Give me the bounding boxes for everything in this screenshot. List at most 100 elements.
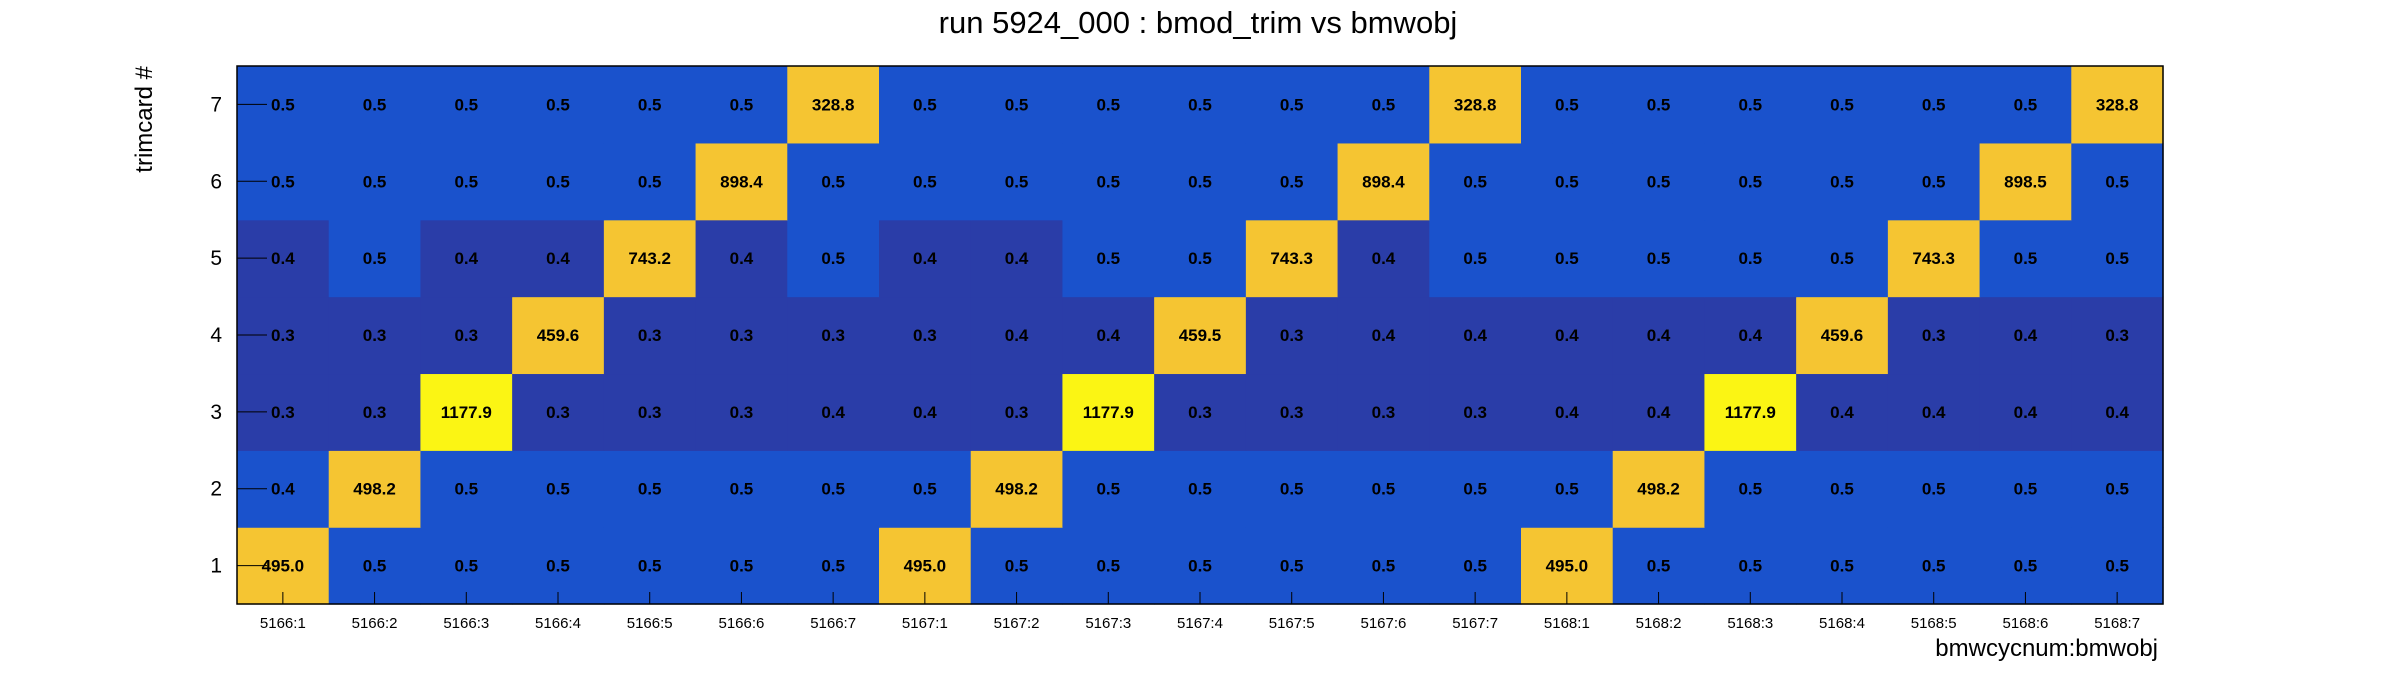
cell-value-label: 0.4 [1647, 403, 1671, 422]
heatmap-cell [1887, 296, 1981, 375]
cell-value-label: 0.5 [454, 480, 478, 499]
heatmap-cell [1521, 450, 1614, 528]
cell-value-label: 0.5 [1647, 557, 1671, 576]
cell-value-label: 459.6 [1821, 326, 1864, 345]
heatmap-cell [328, 450, 422, 528]
heatmap-cells [237, 66, 2164, 605]
cell-value-label: 459.5 [1179, 326, 1222, 345]
cell-value-label: 0.3 [913, 326, 937, 345]
cell-value-labels: 495.0 0.5 0.5 0.5 0.5 0.5 0.5 495.0 0.5 0.5 0.5 0.5… [262, 95, 2139, 575]
cell-value-label: 0.5 [913, 480, 937, 499]
cell-value-label: 0.5 [1188, 480, 1212, 499]
cell-value-label: 0.5 [1463, 172, 1487, 191]
heatmap-cell [970, 450, 1064, 528]
cell-value-label: 0.5 [1830, 95, 1854, 114]
heatmap-cell [1612, 450, 1706, 528]
heatmap-cell [2071, 142, 2164, 221]
cell-value-label: 0.5 [1188, 95, 1212, 114]
heatmap-cell [787, 296, 880, 375]
cell-value-label: 0.5 [1738, 480, 1762, 499]
heatmap-cell [1337, 66, 1430, 144]
heatmap-cell [2071, 296, 2164, 375]
y-tick-label: 4 [210, 324, 222, 347]
cell-value-label: 0.4 [821, 403, 845, 422]
x-axis-title: bmwcycnum:bmwobj [1935, 635, 2158, 662]
heatmap-cell [1337, 373, 1430, 451]
y-tick-label: 5 [210, 247, 222, 270]
heatmap-cell [1887, 142, 1981, 221]
x-tick-label: 5166:5 [627, 615, 673, 632]
heatmap-cell [1887, 450, 1981, 528]
heatmap-cell [420, 66, 513, 144]
heatmap-cell [787, 66, 880, 144]
cell-value-label: 0.5 [2014, 557, 2038, 576]
heatmap-cell [1245, 373, 1339, 451]
cell-value-label: 0.5 [1280, 172, 1304, 191]
x-tick-label: 5166:1 [260, 615, 306, 632]
cell-value-label: 0.5 [821, 249, 845, 268]
heatmap-cell [1521, 142, 1614, 221]
heatmap-cell [603, 142, 697, 221]
cell-value-label: 0.3 [1280, 403, 1304, 422]
cell-value-label: 0.4 [1372, 326, 1396, 345]
cell-value-label: 0.5 [2014, 249, 2038, 268]
cell-value-label: 0.5 [1922, 480, 1946, 499]
heatmap-cell [1979, 296, 2072, 375]
heatmap-cell [695, 142, 788, 221]
heatmap-cell [1062, 142, 1155, 221]
cell-value-label: 328.8 [812, 95, 855, 114]
heatmap-cell [1337, 296, 1430, 375]
x-tick-label: 5168:1 [1544, 615, 1590, 632]
cell-value-label: 0.4 [1738, 326, 1762, 345]
heatmap-cell [512, 527, 605, 605]
cell-value-label: 0.4 [1372, 249, 1396, 268]
cell-value-label: 1177.9 [1083, 403, 1134, 422]
cell-value-label: 0.5 [2105, 557, 2129, 576]
cell-value-label: 0.5 [730, 480, 754, 499]
cell-value-label: 0.5 [1555, 172, 1579, 191]
y-axis-title: trimcard # [131, 65, 158, 172]
heatmap-cell [1796, 142, 1889, 221]
cell-value-label: 0.4 [1555, 403, 1579, 422]
x-tick-label: 5166:6 [718, 615, 764, 632]
heatmap-cell [1521, 373, 1614, 451]
cell-value-label: 328.8 [2096, 95, 2139, 114]
cell-value-label: 0.5 [1738, 249, 1762, 268]
heatmap-cell [970, 66, 1064, 144]
heatmap-cell [695, 219, 788, 298]
cell-value-label: 0.5 [1830, 480, 1854, 499]
cell-value-label: 0.4 [1463, 326, 1487, 345]
heatmap-cell [695, 296, 788, 375]
heatmap-cell [1521, 296, 1614, 375]
cell-value-label: 0.3 [730, 326, 754, 345]
heatmap-cell [2071, 66, 2164, 144]
heatmap-cell [879, 527, 972, 605]
heatmap-cell [420, 219, 513, 298]
heatmap-cell [512, 450, 605, 528]
heatmap-cell [1154, 373, 1247, 451]
cell-value-label: 0.5 [546, 95, 570, 114]
cell-value-label: 0.5 [1188, 249, 1212, 268]
heatmap-cell [879, 373, 972, 451]
y-tick-label: 1 [210, 555, 222, 578]
heatmap-cell [1704, 527, 1797, 605]
heatmap-cell [1612, 66, 1706, 144]
heatmap-cell [1154, 296, 1247, 375]
heatmap-cell [1154, 66, 1247, 144]
heatmap-cell [1429, 373, 1522, 451]
heatmap-cell [1704, 142, 1797, 221]
heatmap-cell [1704, 66, 1797, 144]
cell-value-label: 0.5 [1647, 249, 1671, 268]
x-tick-label: 5168:3 [1727, 615, 1773, 632]
heatmap-cell [1979, 527, 2072, 605]
cell-value-label: 0.4 [2014, 326, 2038, 345]
heatmap-cell [695, 373, 788, 451]
cell-value-label: 0.3 [1372, 403, 1396, 422]
cell-value-label: 0.4 [2014, 403, 2038, 422]
cell-value-label: 0.5 [454, 557, 478, 576]
heatmap-cell [970, 373, 1064, 451]
cell-value-label: 0.5 [821, 172, 845, 191]
cell-value-label: 0.5 [546, 172, 570, 191]
heatmap-cell [1887, 66, 1981, 144]
cell-value-label: 0.5 [271, 95, 295, 114]
